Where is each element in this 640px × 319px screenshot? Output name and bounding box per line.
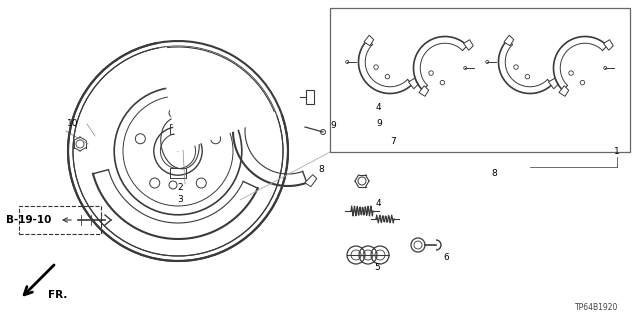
Text: 8: 8 [318, 165, 324, 174]
Polygon shape [559, 86, 569, 96]
Bar [19, 206, 101, 234]
Polygon shape [504, 35, 514, 46]
Polygon shape [604, 40, 613, 50]
Text: 5: 5 [374, 263, 380, 272]
Text: 4: 4 [375, 199, 381, 209]
Text: 2: 2 [177, 182, 183, 191]
Polygon shape [408, 78, 419, 89]
Text: 6: 6 [443, 253, 449, 262]
Text: FR.: FR. [48, 290, 68, 300]
Text: 4: 4 [375, 103, 381, 113]
Polygon shape [305, 175, 317, 187]
Bar [170, 168, 186, 178]
Text: 10: 10 [67, 120, 79, 129]
Text: TP64B1920: TP64B1920 [575, 302, 619, 311]
Text: 9: 9 [376, 120, 382, 129]
Polygon shape [548, 78, 558, 89]
Bar [330, 8, 630, 152]
Text: 1: 1 [614, 147, 620, 157]
Polygon shape [240, 92, 251, 103]
Polygon shape [364, 35, 374, 46]
Wedge shape [167, 47, 275, 151]
Polygon shape [419, 86, 429, 96]
Polygon shape [463, 40, 473, 50]
Text: 8: 8 [491, 169, 497, 179]
Text: 7: 7 [390, 137, 396, 145]
Wedge shape [159, 39, 284, 151]
Bar [170, 124, 186, 134]
Text: 3: 3 [177, 195, 183, 204]
Text: B-19-10: B-19-10 [6, 215, 52, 225]
Bar [306, 90, 314, 104]
Text: 9: 9 [330, 122, 336, 130]
